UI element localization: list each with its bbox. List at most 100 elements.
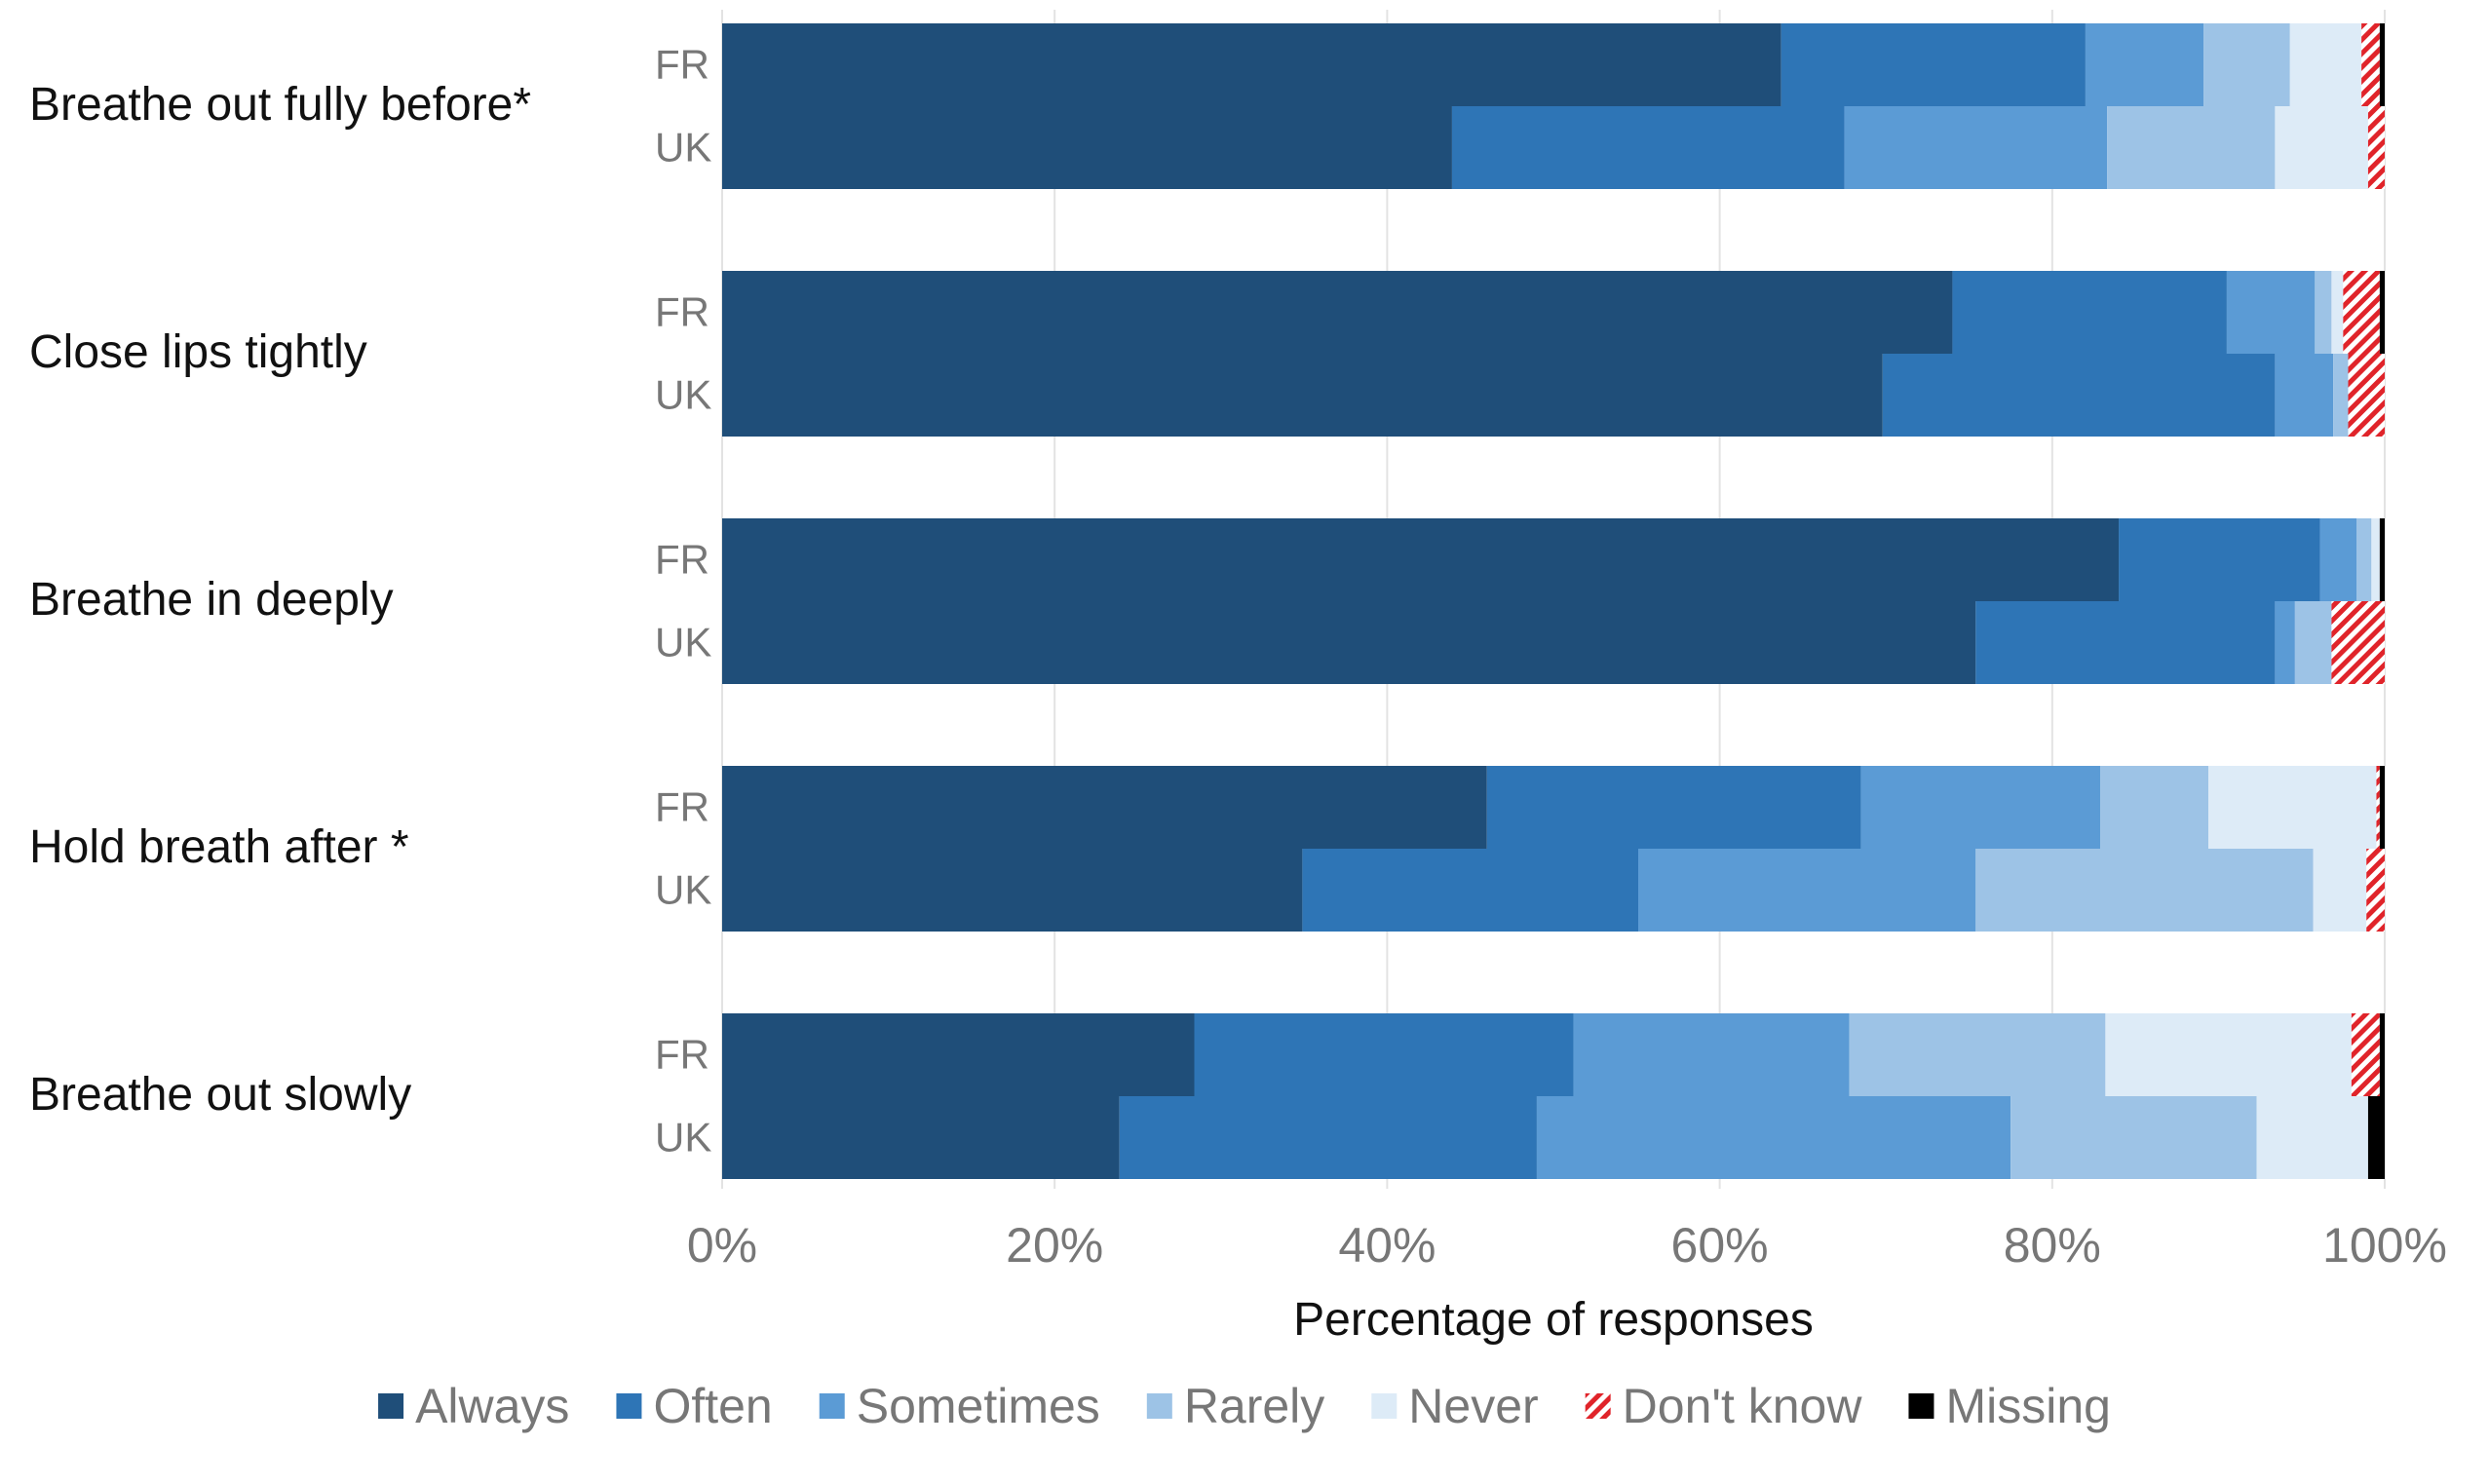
bar-segment-don-t-know [2351,1013,2380,1096]
bar-segment-missing [2379,271,2385,354]
country-label: FR [655,42,709,88]
bar-segment-always [722,518,2120,601]
legend-label: Always [415,1379,569,1433]
country-label: UK [655,372,711,418]
bar-segment-don-t-know [2348,354,2385,437]
bar-segment-don-t-know [2361,23,2380,106]
bar-segment-rarely [2203,23,2290,106]
bar-segment-always [722,601,1976,684]
legend-label: Never [1408,1379,1538,1433]
bar-segment-often [1194,1013,1574,1096]
bar-segment-sometimes [1860,766,2101,849]
legend-label: Missing [1945,1379,2110,1433]
country-label: UK [655,867,711,913]
bar-segment-rarely [2100,766,2209,849]
bar-segment-sometimes [1638,849,1976,932]
x-axis-title: Percentage of responses [1293,1294,1814,1346]
legend-swatch-don-t-know [1585,1393,1611,1419]
bar-segment-rarely [2315,271,2332,354]
country-label: UK [655,620,711,666]
bar-segment-rarely [1975,849,2314,932]
bar-segment-never [2331,271,2344,354]
bar-segment-don-t-know [2367,106,2385,189]
bar-segment-sometimes [2275,601,2295,684]
bar-segment-missing [2379,1013,2385,1096]
bar-segment-never [2371,518,2380,601]
legend-swatch-missing [1908,1393,1934,1419]
bar-segment-always [722,271,1953,354]
category-label: Breathe out slowly [29,1069,411,1121]
x-tick-label: 0% [687,1218,757,1273]
bar-segment-rarely [2294,601,2332,684]
bar-segment-never [2256,1096,2368,1179]
bar-segment-often [1975,601,2276,684]
bar-segment-always [722,849,1303,932]
legend-label: Often [653,1379,772,1433]
bar-segment-always [722,1013,1195,1096]
bar-segment-sometimes [1573,1013,1850,1096]
bar-segment-sometimes [1536,1096,2011,1179]
category-label: Hold breath after * [29,821,409,873]
bar-segment-always [722,106,1452,189]
legend-label: Rarely [1184,1379,1324,1433]
country-label: FR [655,784,709,830]
bar-segment-sometimes [2319,518,2356,601]
x-axis: 0% 20% 40% 60% 80% 100% Percentage of response… [687,1218,2447,1346]
x-tick-label: 20% [1006,1218,1103,1273]
bar-segment-never [2105,1013,2352,1096]
category-label: Breathe out fully before* [29,79,531,131]
bar-segment-always [722,23,1781,106]
bar-segment-missing [2379,766,2385,849]
country-label: FR [655,537,709,583]
category-label: Breathe in deeply [29,574,394,626]
bar-segment-sometimes [2226,271,2316,354]
country-label: UK [655,1115,711,1161]
legend-label: Don't know [1623,1379,1863,1433]
legend-label: Sometimes [857,1379,1100,1433]
category-label: Close lips tightly [29,326,367,378]
country-label: FR [655,289,709,335]
legend-swatch-always [378,1393,404,1419]
legend: Always Often Sometimes Rarely Never Don't kno… [378,1379,2111,1433]
bar-segment-always [722,1096,1120,1179]
x-tick-label: 100% [2322,1218,2447,1273]
bar-segment-always [722,354,1883,437]
legend-swatch-never [1371,1393,1398,1419]
bar-segment-missing [2379,23,2385,106]
bar-segment-sometimes [2275,354,2334,437]
legend-swatch-sometimes [819,1393,845,1419]
bar-segment-missing [2367,1096,2385,1179]
bar-segment-often [2119,518,2320,601]
bar-segment-often [1302,849,1639,932]
bar-segment-missing [2379,518,2385,601]
bar-segment-often [1952,271,2227,354]
bar-segment-sometimes [2085,23,2204,106]
bar-segment-rarely [2107,106,2276,189]
category-labels: FR UK Breathe out fully before* FR UK Close l… [29,42,711,1161]
x-tick-label: 40% [1338,1218,1436,1273]
bar-segment-sometimes [1844,106,2108,189]
bar-segment-always [722,766,1487,849]
x-tick-label: 80% [2004,1218,2101,1273]
bar-segment-never [2275,106,2368,189]
bar-segment-don-t-know [2343,271,2380,354]
bar-segment-often [1119,1096,1537,1179]
legend-swatch-often [616,1393,642,1419]
bar-segment-often [1486,766,1861,849]
bar-segment-don-t-know [2376,766,2380,849]
bar-segment-don-t-know [2331,601,2385,684]
bar-segment-often [1781,23,2086,106]
bar-segment-don-t-know [2366,849,2385,932]
legend-swatch-rarely [1146,1393,1172,1419]
bar-segment-never [2289,23,2362,106]
bar-segment-rarely [2355,518,2372,601]
bar-segment-never [2313,849,2367,932]
bar-segment-often [1451,106,1845,189]
bar-segment-rarely [2333,354,2349,437]
country-label: FR [655,1032,709,1078]
x-tick-label: 60% [1671,1218,1769,1273]
bar-segment-often [1882,354,2276,437]
bars [722,23,2385,1179]
